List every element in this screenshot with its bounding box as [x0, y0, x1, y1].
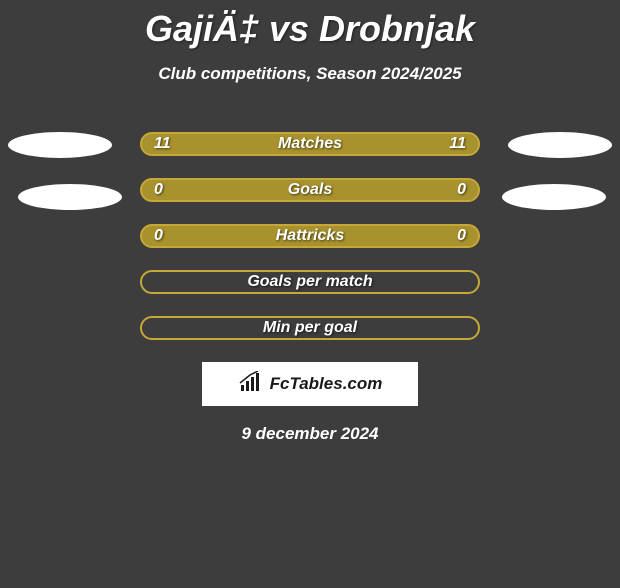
stat-row-hattricks: 0 Hattricks 0: [140, 224, 480, 248]
stat-value-left: 11: [154, 135, 171, 153]
stat-row-matches: 11 Matches 11: [140, 132, 480, 156]
stat-value-left: 0: [154, 181, 163, 199]
decor-ellipse: [508, 132, 612, 158]
stat-label: Goals: [288, 181, 332, 199]
stat-value-left: 0: [154, 227, 163, 245]
page-title: GajiÄ‡ vs Drobnjak: [0, 8, 620, 50]
stat-row-goals-per-match: Goals per match: [140, 270, 480, 294]
logo-box: FcTables.com: [202, 362, 418, 406]
stat-row-min-per-goal: Min per goal: [140, 316, 480, 340]
stat-value-right: 0: [457, 181, 466, 199]
stats-container: 11 Matches 11 0 Goals 0 0 Hattricks 0 Go…: [0, 132, 620, 340]
logo-text: FcTables.com: [270, 374, 383, 394]
stat-value-right: 0: [457, 227, 466, 245]
chart-icon: [238, 371, 264, 398]
page-subtitle: Club competitions, Season 2024/2025: [0, 64, 620, 84]
stat-label: Hattricks: [276, 227, 344, 245]
stat-row-goals: 0 Goals 0: [140, 178, 480, 202]
stat-label: Goals per match: [247, 273, 372, 291]
decor-ellipse: [8, 132, 112, 158]
decor-ellipse: [18, 184, 122, 210]
stat-label: Min per goal: [263, 319, 357, 337]
decor-ellipse: [502, 184, 606, 210]
date-label: 9 december 2024: [0, 424, 620, 444]
stat-value-right: 11: [449, 135, 466, 153]
stat-label: Matches: [278, 135, 342, 153]
